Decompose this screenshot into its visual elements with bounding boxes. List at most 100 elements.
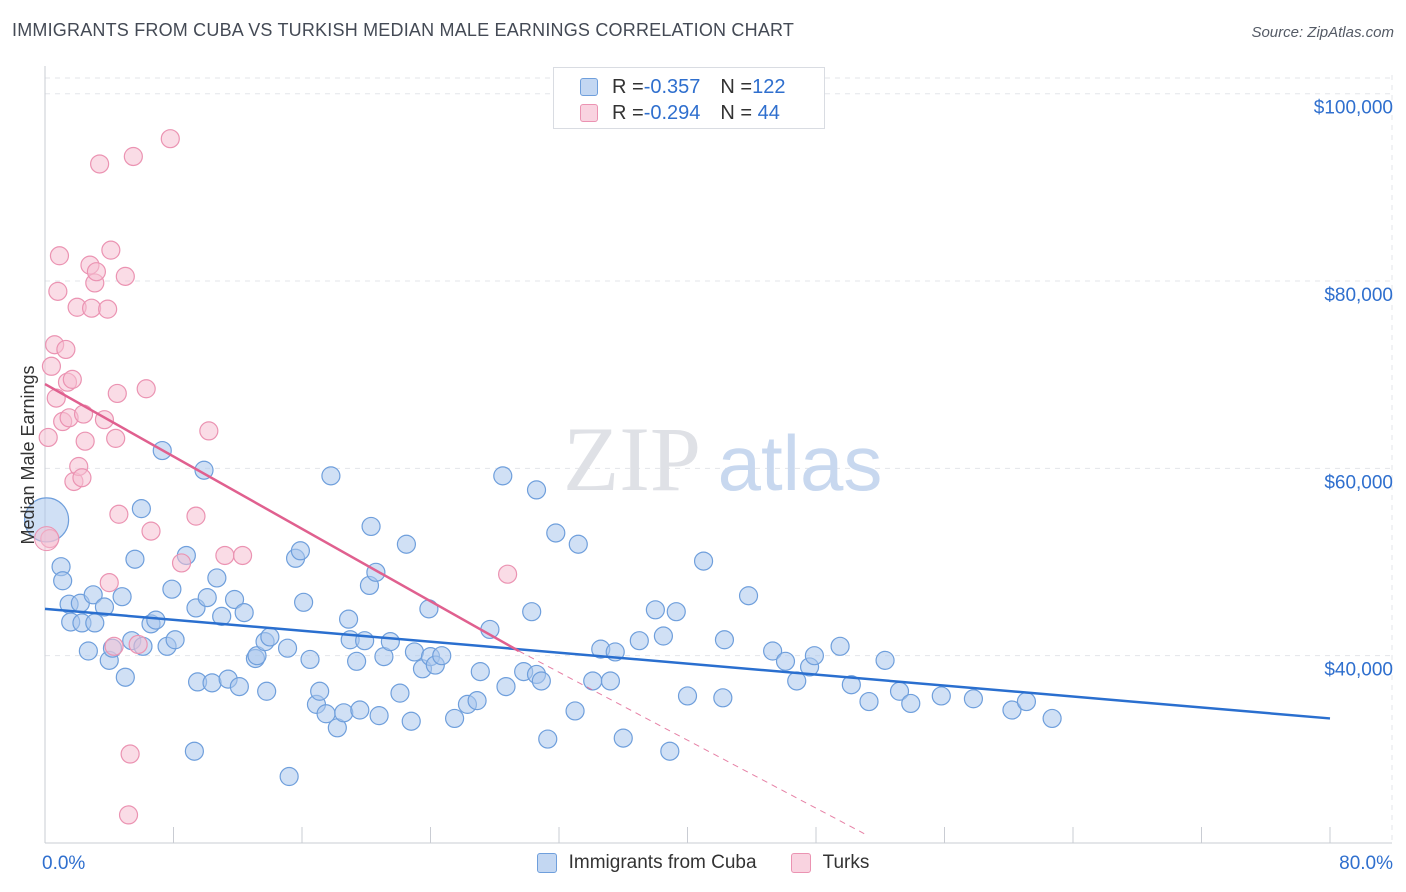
series-legend-cuba[interactable]: Immigrants from Cuba [536, 852, 757, 874]
y-tick-label: $100,000 [1314, 98, 1393, 119]
series-legend-turks[interactable]: Turks [790, 852, 869, 874]
point-cuba [568, 534, 588, 554]
point-cuba [257, 681, 277, 701]
point-cuba [526, 480, 547, 500]
point-cuba [432, 646, 452, 666]
point-cuba [350, 700, 370, 720]
trend-line-turks [44, 382, 520, 653]
point-turks [34, 526, 60, 552]
point-turks [141, 521, 161, 541]
point-cuba [396, 534, 417, 554]
point-turks [98, 299, 118, 319]
data-points [24, 129, 1062, 825]
point-turks [160, 129, 180, 149]
gridlines [45, 75, 1393, 843]
point-cuba [1002, 700, 1022, 720]
point-cuba [763, 641, 783, 661]
point-turks [62, 369, 82, 389]
point-cuba [804, 646, 824, 666]
y-tick-label: $60,000 [1324, 472, 1393, 493]
point-cuba [94, 597, 115, 617]
point-cuba [361, 516, 381, 537]
series-swatch-cuba [536, 853, 557, 873]
point-cuba [165, 630, 185, 650]
point-turks [232, 545, 253, 566]
point-cuba [470, 662, 490, 682]
y-axis-title: Median Male Earnings [18, 365, 38, 544]
point-cuba [321, 466, 341, 486]
point-cuba [713, 688, 733, 708]
point-cuba [859, 691, 879, 712]
watermark: ZIP atlas [563, 408, 882, 510]
axis-labels: $40,000 $60,000 $80,000 $100,000 0.0% 80.0% Me… [18, 98, 1393, 874]
point-turks [171, 553, 192, 573]
point-cuba [600, 671, 621, 691]
point-cuba [538, 729, 558, 749]
point-cuba [522, 602, 542, 622]
point-cuba [693, 551, 714, 571]
point-cuba [334, 703, 354, 723]
point-cuba [444, 708, 465, 729]
trend-line-cuba [44, 607, 1331, 720]
point-cuba [279, 766, 299, 787]
point-cuba [931, 686, 951, 706]
x-tick-label: 80.0% [1339, 853, 1393, 874]
legend-n-value: 44 [752, 101, 780, 124]
point-turks [75, 431, 95, 451]
legend-swatch-turks [580, 104, 598, 122]
point-cuba [112, 587, 132, 607]
point-cuba [290, 541, 310, 561]
point-turks [107, 383, 127, 404]
point-cuba [229, 676, 249, 697]
point-cuba [390, 683, 410, 703]
point-cuba [162, 579, 182, 599]
point-cuba [212, 606, 232, 626]
point-cuba [565, 701, 585, 721]
point-cuba [78, 641, 98, 661]
legend-swatch-cuba [580, 78, 598, 96]
point-cuba [234, 602, 254, 623]
point-cuba [775, 651, 796, 671]
point-turks [73, 404, 94, 424]
point-cuba [546, 523, 566, 543]
point-turks [41, 356, 62, 376]
point-turks [49, 246, 70, 266]
series-label-cuba: Immigrants from Cuba [568, 852, 757, 873]
point-cuba [401, 711, 421, 731]
point-turks [38, 427, 58, 448]
series-swatch-turks [790, 853, 811, 873]
legend-r-label: R = [612, 75, 644, 98]
point-turks [104, 636, 124, 656]
point-cuba [83, 585, 103, 605]
point-cuba [677, 686, 698, 706]
point-turks [72, 468, 92, 488]
point-cuba [125, 549, 145, 569]
point-cuba [277, 638, 298, 658]
point-turks [106, 428, 126, 448]
legend-n-value: 122 [752, 75, 786, 98]
point-cuba [613, 728, 633, 748]
point-cuba [653, 626, 674, 646]
point-turks [86, 262, 107, 282]
point-cuba [1016, 691, 1037, 712]
point-cuba [184, 741, 204, 761]
point-turks [48, 281, 68, 301]
point-cuba [963, 689, 984, 709]
point-turks [115, 266, 135, 286]
point-cuba [53, 571, 73, 591]
point-turks [136, 379, 156, 399]
point-turks [215, 545, 235, 566]
point-cuba [830, 636, 850, 656]
point-cuba [300, 649, 320, 670]
y-tick-label: $40,000 [1324, 660, 1393, 681]
trend-lines [44, 382, 1331, 835]
legend-n-label: N = [720, 75, 753, 98]
point-cuba [294, 592, 314, 612]
point-cuba [338, 609, 359, 629]
point-turks [199, 421, 219, 441]
point-turks [186, 506, 206, 526]
point-cuba [645, 600, 665, 620]
point-turks [101, 240, 121, 260]
point-cuba [1042, 708, 1062, 729]
